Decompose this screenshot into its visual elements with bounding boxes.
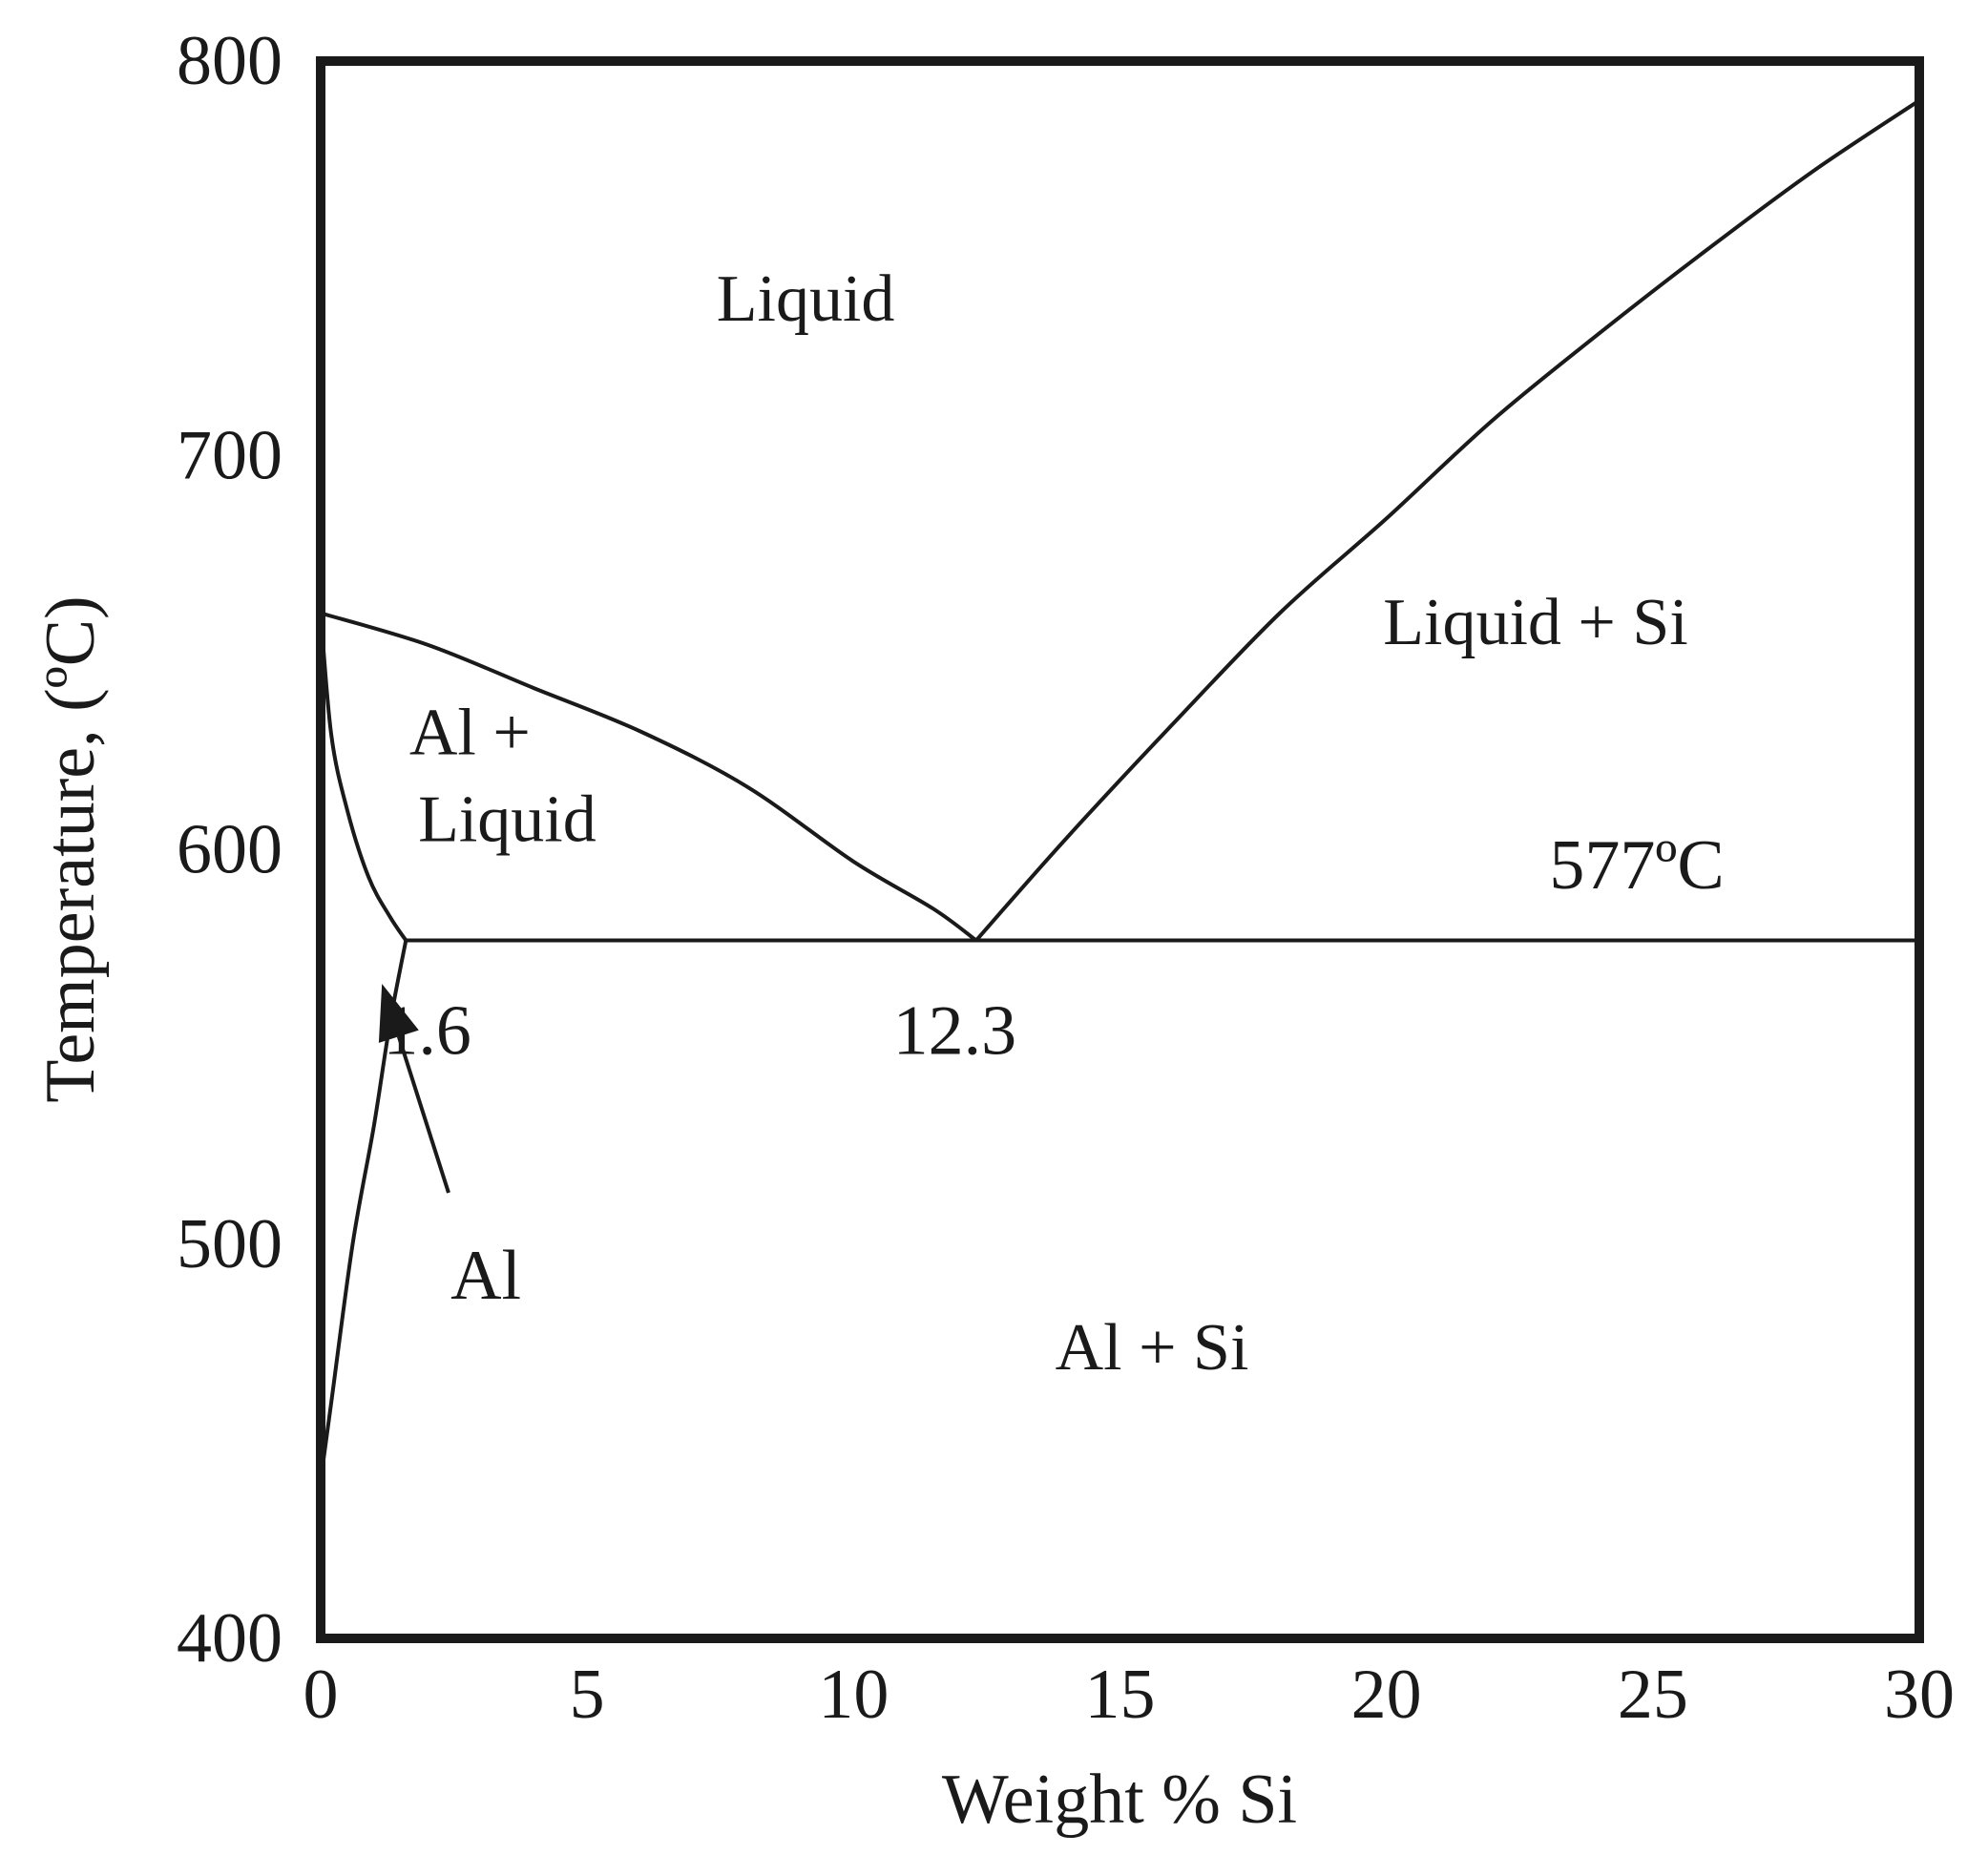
region-label: Liquid [717,262,895,336]
label-group: Liquid Liquid + Si Al + Liquid Al + Si 577ºC 1… [383,262,1724,1385]
y-tick-label: 700 [177,416,283,494]
annotation-label: Al [450,1237,521,1315]
arrow-group [378,984,450,1194]
y-tick-label: 600 [177,811,283,889]
arrow-head [378,984,419,1043]
region-label: Liquid [418,782,596,856]
x-tick-label: 20 [1351,1656,1422,1734]
phase-boundary-line-3 [974,98,1921,942]
annotation-label: 577ºC [1549,826,1724,905]
phase-boundary-line-1 [319,613,408,942]
region-label: Al + Si [1056,1311,1249,1385]
x-tick-label: 5 [570,1656,605,1734]
region-label: Al + [409,697,531,770]
x-tick-label: 25 [1618,1656,1688,1734]
x-tick-label: 30 [1884,1656,1955,1734]
y-axis-label: Temperature, (ºC) [31,595,110,1102]
annotation-label: 12.3 [893,992,1017,1071]
y-tick-label: 800 [177,22,283,100]
tick-label-group: 0 5 10 15 20 25 30 400 500 600 700 800 [177,22,1955,1734]
arrow-shaft [396,1035,450,1194]
y-tick-label: 500 [177,1205,283,1283]
x-tick-label: 0 [303,1656,339,1734]
x-tick-label: 10 [818,1656,889,1734]
phase-boundary-line-2 [320,611,977,943]
region-label: Liquid + Si [1383,586,1688,659]
plot-frame [316,56,1924,1643]
x-tick-label: 15 [1085,1656,1156,1734]
annotation-label: 1.6 [383,992,471,1071]
y-tick-label: 400 [177,1599,283,1678]
x-axis-label: Weight % Si [942,1761,1297,1839]
